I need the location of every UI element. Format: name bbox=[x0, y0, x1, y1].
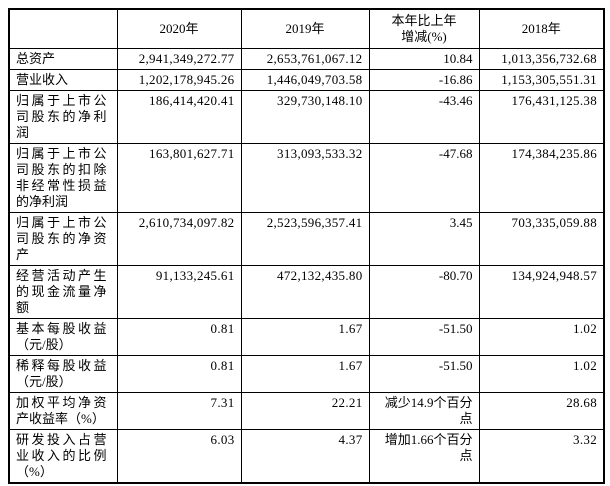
table-row-operating-cash-flow: 经营活动产生的现金流量净额 91,133,245.61 472,132,435.… bbox=[8, 265, 605, 319]
row-label: 基本每股收益（元/股） bbox=[8, 318, 118, 356]
value-change: 减少14.9个百分点 bbox=[368, 392, 480, 430]
header-cell-indicator bbox=[8, 8, 118, 49]
table-row-basic-eps: 基本每股收益（元/股） 0.81 1.67 -51.50 1.02 bbox=[8, 318, 605, 356]
value-2020: 0.81 bbox=[116, 318, 242, 356]
value-2018: 134,924,948.57 bbox=[478, 265, 605, 319]
row-label: 总资产 bbox=[8, 48, 118, 70]
value-2019: 472,132,435.80 bbox=[240, 265, 370, 319]
row-label: 归属于上市公司股东的净资产 bbox=[8, 212, 118, 266]
row-label: 加权平均净资产收益率（%） bbox=[8, 392, 118, 430]
value-change: 3.45 bbox=[368, 212, 480, 266]
table-row-diluted-eps: 稀释每股收益（元/股） 0.81 1.67 -51.50 1.02 bbox=[8, 355, 605, 393]
value-2020: 1,202,178,945.26 bbox=[116, 69, 242, 91]
row-label: 经营活动产生的现金流量净额 bbox=[8, 265, 118, 319]
table-row-net-profit: 归属于上市公司股东的净利润 186,414,420.41 329,730,148… bbox=[8, 90, 605, 144]
header-cell-2019: 2019年 bbox=[240, 8, 370, 49]
value-2019: 1.67 bbox=[240, 318, 370, 356]
table-row-rd-ratio: 研发投入占营业收入的比例（%） 6.03 4.37 增加1.66个百分点 3.3… bbox=[8, 429, 605, 484]
value-change: 增加1.66个百分点 bbox=[368, 429, 480, 484]
value-2018: 176,431,125.38 bbox=[478, 90, 605, 144]
header-cell-change: 本年比上年 增减(%) bbox=[368, 8, 480, 49]
value-change: 10.84 bbox=[368, 48, 480, 70]
value-2019: 1,446,049,703.58 bbox=[240, 69, 370, 91]
value-change: -51.50 bbox=[368, 355, 480, 393]
value-2018: 1,153,305,551.31 bbox=[478, 69, 605, 91]
value-2020: 186,414,420.41 bbox=[116, 90, 242, 144]
value-2019: 2,653,761,067.12 bbox=[240, 48, 370, 70]
value-2020: 7.31 bbox=[116, 392, 242, 430]
value-2018: 28.68 bbox=[478, 392, 605, 430]
value-change: -47.68 bbox=[368, 143, 480, 213]
table-row-total-assets: 总资产 2,941,349,272.77 2,653,761,067.12 10… bbox=[8, 48, 605, 70]
value-2018: 1.02 bbox=[478, 355, 605, 393]
header-cell-2018: 2018年 bbox=[478, 8, 605, 49]
value-2020: 2,610,734,097.82 bbox=[116, 212, 242, 266]
row-label: 稀释每股收益（元/股） bbox=[8, 355, 118, 393]
value-change: -43.46 bbox=[368, 90, 480, 144]
value-2020: 91,133,245.61 bbox=[116, 265, 242, 319]
value-2018: 703,335,059.88 bbox=[478, 212, 605, 266]
header-cell-2020: 2020年 bbox=[116, 8, 242, 49]
value-2019: 4.37 bbox=[240, 429, 370, 484]
value-2020: 6.03 bbox=[116, 429, 242, 484]
value-2019: 313,093,533.32 bbox=[240, 143, 370, 213]
value-2019: 1.67 bbox=[240, 355, 370, 393]
value-change: -16.86 bbox=[368, 69, 480, 91]
table-row-net-profit-deducted: 归属于上市公司股东的扣除非经常性损益的净利润 163,801,627.71 31… bbox=[8, 143, 605, 213]
row-label: 归属于上市公司股东的净利润 bbox=[8, 90, 118, 144]
value-2020: 163,801,627.71 bbox=[116, 143, 242, 213]
table-row-weighted-roe: 加权平均净资产收益率（%） 7.31 22.21 减少14.9个百分点 28.6… bbox=[8, 392, 605, 430]
value-2018: 1.02 bbox=[478, 318, 605, 356]
row-label: 营业收入 bbox=[8, 69, 118, 91]
row-label: 归属于上市公司股东的扣除非经常性损益的净利润 bbox=[8, 143, 118, 213]
value-change: -80.70 bbox=[368, 265, 480, 319]
table-row-revenue: 营业收入 1,202,178,945.26 1,446,049,703.58 -… bbox=[8, 69, 605, 91]
value-2018: 3.32 bbox=[478, 429, 605, 484]
value-2020: 2,941,349,272.77 bbox=[116, 48, 242, 70]
table-row-net-assets: 归属于上市公司股东的净资产 2,610,734,097.82 2,523,596… bbox=[8, 212, 605, 266]
value-2019: 329,730,148.10 bbox=[240, 90, 370, 144]
value-2019: 22.21 bbox=[240, 392, 370, 430]
row-label: 研发投入占营业收入的比例（%） bbox=[8, 429, 118, 484]
value-2019: 2,523,596,357.41 bbox=[240, 212, 370, 266]
financial-summary-table: 2020年 2019年 本年比上年 增减(%) 2018年 总资产 2,941,… bbox=[8, 8, 605, 484]
header-row: 2020年 2019年 本年比上年 增减(%) 2018年 bbox=[8, 8, 605, 49]
value-change: -51.50 bbox=[368, 318, 480, 356]
value-2018: 1,013,356,732.68 bbox=[478, 48, 605, 70]
value-2018: 174,384,235.86 bbox=[478, 143, 605, 213]
value-2020: 0.81 bbox=[116, 355, 242, 393]
